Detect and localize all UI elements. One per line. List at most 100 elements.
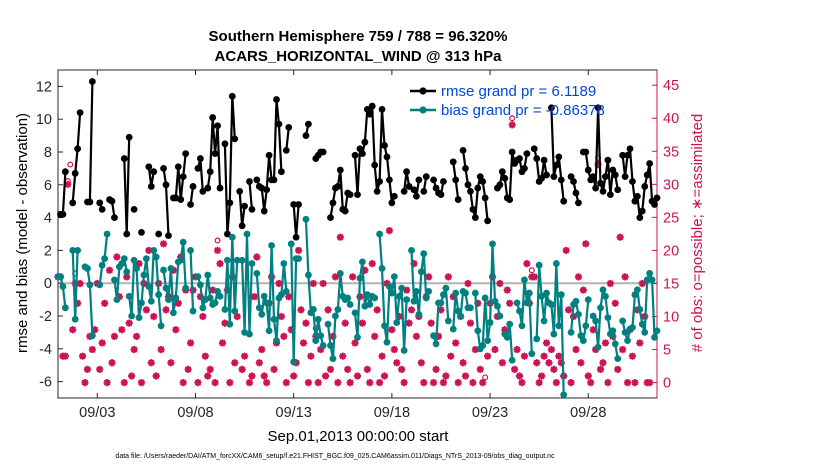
bias-point — [135, 314, 143, 322]
obs-assimilated-marker — [405, 319, 413, 327]
bias-point — [592, 317, 600, 325]
bias-point — [579, 337, 587, 344]
bias-point — [216, 292, 224, 300]
bias-point — [646, 269, 654, 277]
obs-assimilated-marker — [498, 359, 506, 367]
rmse-point — [381, 142, 388, 149]
rmse-point — [430, 176, 438, 184]
bias-point — [594, 343, 602, 351]
obs-assimilated-marker — [172, 326, 180, 334]
bias-point — [420, 250, 428, 258]
bias-point — [479, 342, 487, 349]
bias-point — [346, 301, 354, 308]
rmse-point — [302, 132, 310, 140]
bias-point — [206, 294, 214, 302]
rmse-point — [211, 150, 219, 158]
y-tick-label: 10 — [36, 112, 52, 128]
bias-point — [199, 304, 207, 312]
rmse-point — [594, 104, 602, 112]
obs-assimilated-marker — [358, 319, 367, 327]
obs-assimilated-marker — [375, 379, 384, 387]
bias-point — [140, 271, 148, 279]
obs-assimilated-marker — [523, 260, 531, 268]
y-tick-label: -2 — [39, 309, 52, 325]
rmse-point — [88, 78, 96, 85]
bias-point — [155, 291, 163, 299]
bias-point — [535, 261, 543, 269]
rmse-point — [386, 176, 393, 184]
rmse-point — [548, 104, 555, 112]
rmse-point — [606, 191, 614, 199]
bias-point — [125, 292, 133, 300]
bias-point — [295, 255, 302, 262]
rmse-point — [550, 173, 558, 181]
rmse-point — [76, 109, 84, 117]
bias-point — [371, 294, 379, 302]
rmse-point — [400, 187, 408, 195]
bias-point — [381, 322, 388, 330]
obs-assimilated-marker — [388, 326, 396, 334]
obs-possible-marker — [214, 237, 221, 244]
obs-assimilated-marker — [157, 345, 165, 354]
bias-point — [503, 333, 511, 341]
rmse-point — [194, 165, 202, 172]
bias-point — [430, 332, 438, 340]
rmse-point — [572, 189, 580, 197]
rmse-point — [557, 176, 565, 184]
obs-assimilated-marker — [621, 273, 629, 281]
bias-point — [538, 292, 546, 300]
rmse-point — [327, 214, 334, 222]
y2-tick-label: 15 — [663, 276, 679, 292]
obs-assimilated-marker — [520, 352, 529, 360]
obs-assimilated-marker — [373, 306, 381, 314]
obs-assimilated-marker — [562, 246, 570, 255]
bias-point — [167, 265, 175, 272]
bias-point — [528, 350, 536, 358]
obs-assimilated-marker — [297, 306, 305, 314]
rmse-point — [120, 155, 128, 162]
bias-point — [471, 289, 479, 297]
obs-assimilated-marker — [319, 279, 327, 288]
bias-point — [334, 306, 342, 313]
obs-assimilated-marker — [346, 379, 354, 387]
obs-assimilated-marker — [601, 339, 610, 347]
rmse-point — [241, 202, 248, 210]
rmse-point — [636, 214, 644, 222]
bias-point — [356, 274, 364, 282]
rmse-point — [179, 173, 187, 181]
rmse-point — [462, 165, 469, 172]
obs-assimilated-marker — [540, 352, 548, 360]
rmse-point — [471, 214, 479, 222]
obs-assimilated-marker — [321, 372, 330, 380]
obs-assimilated-marker — [307, 352, 315, 360]
bias-point — [194, 273, 202, 281]
rmse-point — [530, 145, 538, 153]
bias-point — [130, 256, 138, 264]
rmse-point — [351, 151, 359, 159]
rmse-point — [651, 201, 658, 208]
obs-assimilated-marker — [142, 306, 150, 314]
bias-point — [253, 269, 261, 277]
rmse-point — [228, 92, 236, 100]
obs-assimilated-marker — [623, 379, 632, 387]
rmse-point — [614, 186, 622, 194]
bias-point — [555, 322, 563, 330]
bias-point — [273, 337, 280, 344]
bias-point — [393, 319, 401, 326]
bias-point — [388, 289, 396, 297]
rmse-point — [469, 206, 477, 213]
bias-point — [486, 319, 494, 326]
rmse-point — [282, 146, 290, 154]
y-tick-label: 2 — [44, 243, 52, 259]
bias-point — [327, 342, 334, 349]
bias-point — [410, 297, 418, 305]
obs-assimilated-marker — [275, 279, 283, 288]
obs-assimilated-marker — [81, 379, 89, 387]
rmse-point — [111, 214, 118, 222]
bias-point — [248, 260, 256, 267]
obs-assimilated-marker — [380, 372, 389, 380]
y2-tick-label: 0 — [663, 376, 671, 392]
rmse-point — [86, 198, 94, 206]
obs-assimilated-marker — [425, 273, 433, 281]
obs-assimilated-marker — [420, 379, 428, 387]
